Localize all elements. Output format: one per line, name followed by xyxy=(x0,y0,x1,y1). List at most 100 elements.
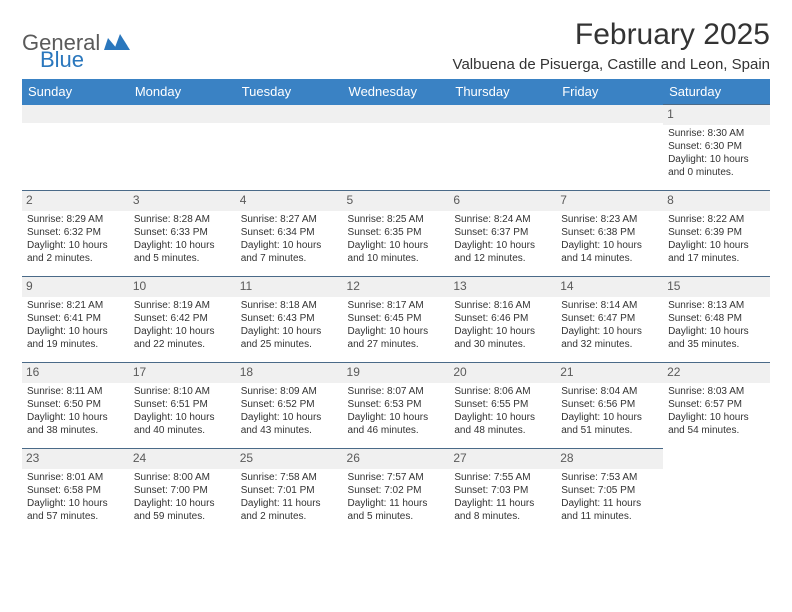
day1-text: Daylight: 10 hours xyxy=(241,325,338,338)
day-cell: 8Sunrise: 8:22 AMSunset: 6:39 PMDaylight… xyxy=(663,191,770,277)
day-cell xyxy=(556,105,663,191)
day-cell: 19Sunrise: 8:07 AMSunset: 6:53 PMDayligh… xyxy=(343,363,450,449)
day-number: 14 xyxy=(556,277,663,297)
week-row: 1Sunrise: 8:30 AMSunset: 6:30 PMDaylight… xyxy=(22,105,770,191)
day-number: 6 xyxy=(449,191,556,211)
sunrise-text: Sunrise: 8:09 AM xyxy=(241,385,338,398)
sunrise-text: Sunrise: 8:24 AM xyxy=(454,213,551,226)
day2-text: and 43 minutes. xyxy=(241,424,338,437)
sunset-text: Sunset: 6:35 PM xyxy=(348,226,445,239)
day2-text: and 54 minutes. xyxy=(668,424,765,437)
day1-text: Daylight: 10 hours xyxy=(27,325,124,338)
sunset-text: Sunset: 6:32 PM xyxy=(27,226,124,239)
day1-text: Daylight: 11 hours xyxy=(241,497,338,510)
day2-text: and 5 minutes. xyxy=(348,510,445,523)
day-number: 17 xyxy=(129,363,236,383)
day-number: 8 xyxy=(663,191,770,211)
day-number: 18 xyxy=(236,363,343,383)
day2-text: and 48 minutes. xyxy=(454,424,551,437)
day1-text: Daylight: 10 hours xyxy=(561,411,658,424)
day-cell: 12Sunrise: 8:17 AMSunset: 6:45 PMDayligh… xyxy=(343,277,450,363)
day-cell: 11Sunrise: 8:18 AMSunset: 6:43 PMDayligh… xyxy=(236,277,343,363)
day1-text: Daylight: 10 hours xyxy=(454,411,551,424)
sunrise-text: Sunrise: 8:25 AM xyxy=(348,213,445,226)
week-row: 2Sunrise: 8:29 AMSunset: 6:32 PMDaylight… xyxy=(22,191,770,277)
day2-text: and 10 minutes. xyxy=(348,252,445,265)
day-cell: 20Sunrise: 8:06 AMSunset: 6:55 PMDayligh… xyxy=(449,363,556,449)
day1-text: Daylight: 11 hours xyxy=(561,497,658,510)
day-cell: 28Sunrise: 7:53 AMSunset: 7:05 PMDayligh… xyxy=(556,449,663,535)
sunrise-text: Sunrise: 8:06 AM xyxy=(454,385,551,398)
day2-text: and 0 minutes. xyxy=(668,166,765,179)
sunrise-text: Sunrise: 8:04 AM xyxy=(561,385,658,398)
empty-daynum xyxy=(343,105,450,123)
day1-text: Daylight: 10 hours xyxy=(241,411,338,424)
day2-text: and 32 minutes. xyxy=(561,338,658,351)
day-cell: 23Sunrise: 8:01 AMSunset: 6:58 PMDayligh… xyxy=(22,449,129,535)
day2-text: and 19 minutes. xyxy=(27,338,124,351)
day1-text: Daylight: 10 hours xyxy=(241,239,338,252)
day2-text: and 57 minutes. xyxy=(27,510,124,523)
day1-text: Daylight: 10 hours xyxy=(561,325,658,338)
day-header: Sunday xyxy=(22,79,129,105)
sunrise-text: Sunrise: 8:07 AM xyxy=(348,385,445,398)
day-number: 21 xyxy=(556,363,663,383)
day-cell: 10Sunrise: 8:19 AMSunset: 6:42 PMDayligh… xyxy=(129,277,236,363)
day1-text: Daylight: 10 hours xyxy=(348,325,445,338)
day2-text: and 17 minutes. xyxy=(668,252,765,265)
day2-text: and 7 minutes. xyxy=(241,252,338,265)
sunset-text: Sunset: 7:05 PM xyxy=(561,484,658,497)
day-cell: 6Sunrise: 8:24 AMSunset: 6:37 PMDaylight… xyxy=(449,191,556,277)
day-cell xyxy=(22,105,129,191)
day-cell: 16Sunrise: 8:11 AMSunset: 6:50 PMDayligh… xyxy=(22,363,129,449)
calendar-table: Sunday Monday Tuesday Wednesday Thursday… xyxy=(22,79,770,535)
day2-text: and 22 minutes. xyxy=(134,338,231,351)
day2-text: and 8 minutes. xyxy=(454,510,551,523)
day-number: 5 xyxy=(343,191,450,211)
sunset-text: Sunset: 6:50 PM xyxy=(27,398,124,411)
day-cell xyxy=(129,105,236,191)
day2-text: and 27 minutes. xyxy=(348,338,445,351)
day-number: 27 xyxy=(449,449,556,469)
day-number: 23 xyxy=(22,449,129,469)
day-number: 3 xyxy=(129,191,236,211)
sunset-text: Sunset: 6:58 PM xyxy=(27,484,124,497)
day1-text: Daylight: 11 hours xyxy=(454,497,551,510)
sunset-text: Sunset: 6:41 PM xyxy=(27,312,124,325)
week-row: 16Sunrise: 8:11 AMSunset: 6:50 PMDayligh… xyxy=(22,363,770,449)
sunrise-text: Sunrise: 8:01 AM xyxy=(27,471,124,484)
calendar-body: 1Sunrise: 8:30 AMSunset: 6:30 PMDaylight… xyxy=(22,105,770,535)
day-number: 20 xyxy=(449,363,556,383)
day1-text: Daylight: 10 hours xyxy=(134,411,231,424)
sunset-text: Sunset: 6:38 PM xyxy=(561,226,658,239)
sunset-text: Sunset: 6:45 PM xyxy=(348,312,445,325)
sunset-text: Sunset: 6:39 PM xyxy=(668,226,765,239)
sunrise-text: Sunrise: 8:28 AM xyxy=(134,213,231,226)
day-cell: 1Sunrise: 8:30 AMSunset: 6:30 PMDaylight… xyxy=(663,105,770,191)
sunset-text: Sunset: 6:33 PM xyxy=(134,226,231,239)
day-cell: 17Sunrise: 8:10 AMSunset: 6:51 PMDayligh… xyxy=(129,363,236,449)
title-block: February 2025 Valbuena de Pisuerga, Cast… xyxy=(453,18,770,79)
day-cell: 2Sunrise: 8:29 AMSunset: 6:32 PMDaylight… xyxy=(22,191,129,277)
day-number: 15 xyxy=(663,277,770,297)
day-header: Thursday xyxy=(449,79,556,105)
day-number: 10 xyxy=(129,277,236,297)
sunrise-text: Sunrise: 8:17 AM xyxy=(348,299,445,312)
day-cell: 18Sunrise: 8:09 AMSunset: 6:52 PMDayligh… xyxy=(236,363,343,449)
sunset-text: Sunset: 6:48 PM xyxy=(668,312,765,325)
empty-daynum xyxy=(556,105,663,123)
sunset-text: Sunset: 6:46 PM xyxy=(454,312,551,325)
day1-text: Daylight: 10 hours xyxy=(134,497,231,510)
day2-text: and 30 minutes. xyxy=(454,338,551,351)
day1-text: Daylight: 10 hours xyxy=(348,411,445,424)
day1-text: Daylight: 10 hours xyxy=(454,239,551,252)
day-number: 1 xyxy=(663,105,770,125)
day-cell xyxy=(449,105,556,191)
sunrise-text: Sunrise: 8:13 AM xyxy=(668,299,765,312)
day2-text: and 46 minutes. xyxy=(348,424,445,437)
day-cell: 15Sunrise: 8:13 AMSunset: 6:48 PMDayligh… xyxy=(663,277,770,363)
week-row: 23 Sunrise: 8:01 AMSunset: 6:58 PM Dayligh… xyxy=(22,449,770,535)
day2-text: and 40 minutes. xyxy=(134,424,231,437)
day2-text: and 35 minutes. xyxy=(668,338,765,351)
day1-text: Daylight: 10 hours xyxy=(668,239,765,252)
